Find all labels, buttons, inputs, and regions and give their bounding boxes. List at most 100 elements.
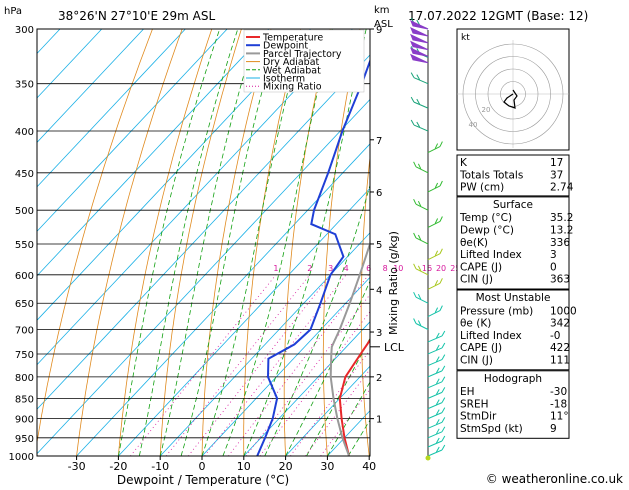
plot-frame — [36, 28, 371, 457]
y-tick-label: 800 — [15, 373, 34, 384]
mixing-ratio-label: 3 — [328, 264, 333, 273]
wind-barb — [427, 397, 446, 410]
x-tick-label: -10 — [151, 460, 169, 473]
mixing-ratio-label: 2 — [307, 264, 312, 273]
mixing-ratio-label: 10 — [393, 264, 403, 273]
surface-label: CIN (J) — [460, 274, 493, 286]
legend-item: Parcel Trajectory — [263, 49, 342, 60]
y-tick-label: 500 — [15, 206, 34, 217]
wind-barb — [427, 376, 446, 389]
y-tick-label: 450 — [15, 169, 34, 180]
lcl-label: LCL — [384, 341, 405, 354]
y-tick-label: 950 — [15, 434, 34, 445]
wind-barb-pennant — [410, 20, 429, 30]
mixing-ratio-axis-label: Mixing Ratio (g/kg) — [387, 231, 400, 335]
most-unstable-value: 342 — [550, 318, 570, 330]
footer-credit: © weatheronline.co.uk — [486, 472, 623, 486]
y-tick-label: 850 — [15, 394, 34, 405]
isotherm-line — [37, 54, 370, 410]
dry-adiabat-line — [566, 29, 620, 456]
km-unit: km — [374, 5, 390, 16]
isotherm-line — [37, 29, 312, 321]
mixing-ratio-label: 1 — [273, 264, 278, 273]
legend-item: Mixing Ratio — [263, 82, 322, 93]
hodograph-ring — [487, 68, 539, 120]
x-tick-label: 20 — [279, 460, 293, 473]
trace-temperature — [338, 338, 370, 456]
x-tick-label: 10 — [237, 460, 251, 473]
y-tick-label: 650 — [15, 299, 34, 310]
wet-adiabat-line — [327, 381, 370, 456]
x-axis-label: Dewpoint / Temperature (°C) — [117, 473, 289, 486]
indices-value: 37 — [550, 169, 563, 181]
isotherm-line — [201, 276, 370, 456]
km-tick-label: 1 — [376, 415, 382, 426]
hodograph-table-label: EH — [460, 386, 475, 398]
trace-dewpoint — [256, 58, 370, 456]
y-tick-label: 550 — [15, 240, 34, 251]
wind-barb — [427, 387, 446, 399]
surface-wind-dot — [425, 455, 431, 461]
surface-value: 3 — [550, 249, 557, 261]
wind-barb — [427, 330, 446, 343]
x-tick-label: 30 — [320, 460, 334, 473]
y-tick-label: 900 — [15, 415, 34, 426]
surface-value: 363 — [550, 274, 570, 286]
indices-box — [456, 154, 570, 197]
wind-barb — [427, 354, 446, 367]
wind-barb-pennant — [410, 27, 429, 37]
wind-barb — [410, 119, 429, 132]
isotherm-line — [285, 365, 370, 456]
mixing-ratio-line — [130, 274, 277, 456]
hodograph-table-label: SREH — [460, 398, 489, 410]
legend-item: Temperature — [262, 33, 323, 44]
wind-barb — [427, 180, 443, 193]
surface-value: 0 — [550, 261, 557, 273]
isotherm-line — [37, 98, 370, 455]
axes: 3003504004505005506006507007508008509009… — [9, 25, 383, 473]
mixing-ratio-label: 20 — [436, 264, 446, 273]
wind-barbs — [410, 17, 446, 461]
legend-item: Dry Adiabat — [263, 57, 320, 68]
wind-barb — [410, 72, 429, 85]
km-tick-label: 3 — [376, 328, 382, 339]
wind-barb — [413, 198, 429, 211]
wind-barb — [427, 141, 443, 153]
hodograph-table-box — [456, 370, 570, 439]
wind-barb — [427, 278, 443, 290]
wind-barb — [413, 292, 429, 304]
indices-label: K — [460, 157, 468, 169]
x-tick-label: 40 — [362, 460, 376, 473]
hodograph-table-label: StmDir — [460, 411, 497, 423]
wind-barb — [410, 96, 429, 109]
date-title: 17.07.2022 12GMT (Base: 12) — [408, 9, 588, 23]
wet-adiabat-line — [306, 337, 370, 456]
legend-item: Dewpoint — [263, 41, 308, 52]
wet-adiabat-line — [264, 183, 370, 456]
wind-barb — [427, 248, 443, 261]
most-unstable-value: 422 — [550, 342, 570, 354]
y-tick-label: 300 — [15, 25, 34, 36]
y-tick-label: 600 — [15, 271, 34, 282]
wind-barb — [427, 365, 446, 378]
surface-label: Dewp (°C) — [460, 225, 514, 237]
x-tick-label: -20 — [109, 460, 127, 473]
hodograph-trace — [503, 89, 518, 109]
most-unstable-label: CIN (J) — [460, 355, 493, 367]
legend-item: Isotherm — [263, 74, 305, 85]
legend-item: Wet Adiabat — [263, 65, 321, 76]
wind-barb — [427, 342, 446, 355]
km-tick-label: 5 — [376, 240, 382, 251]
wind-barb — [413, 161, 429, 174]
y-tick-label: 400 — [15, 127, 34, 138]
indices-value: 17 — [550, 157, 563, 169]
wind-barb-pennant — [410, 40, 429, 51]
most-unstable-value: 111 — [550, 355, 570, 367]
mixing-ratio-label: 4 — [344, 264, 349, 273]
km-tick-label: 7 — [376, 136, 382, 147]
wind-barb — [413, 263, 429, 276]
wind-barb-pennant — [410, 47, 429, 57]
